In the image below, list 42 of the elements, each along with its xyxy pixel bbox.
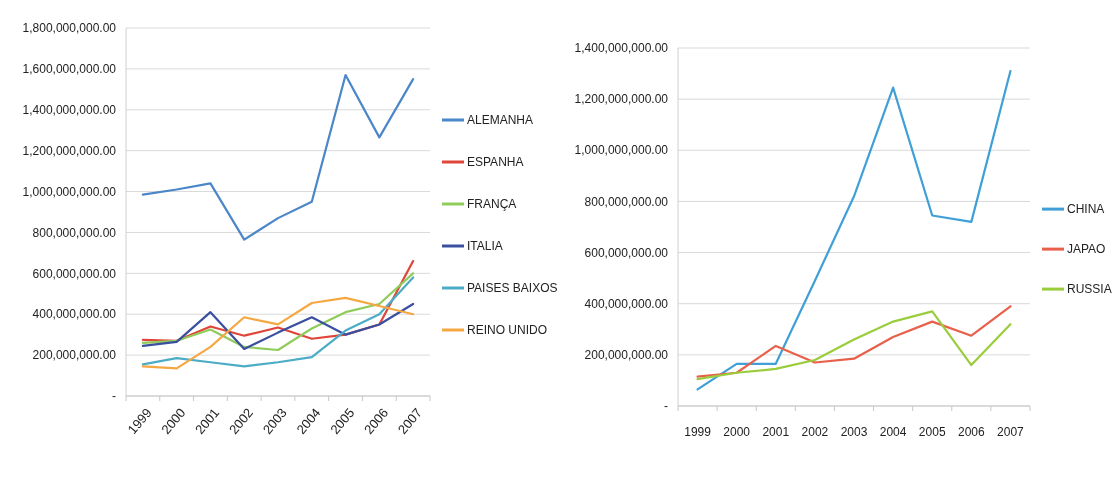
y-tick-label: - [112, 389, 116, 404]
x-tick-label: 2006 [957, 425, 985, 439]
line-series [141, 276, 415, 368]
line-series [141, 296, 415, 370]
line-series [141, 73, 415, 241]
legend-label: REINO UNIDO [467, 323, 548, 338]
y-tick-label: 800,000,000.00 [32, 225, 117, 240]
y-tick-label: 200,000,000.00 [584, 348, 669, 363]
x-tick-label: 2000 [723, 425, 751, 439]
x-tick-label: 2001 [762, 425, 790, 439]
y-tick-label: 400,000,000.00 [32, 307, 117, 322]
legend-label: ESPANHA [467, 155, 524, 170]
y-tick-label: 200,000,000.00 [32, 348, 117, 363]
y-tick-label: 1,600,000,000.00 [22, 62, 117, 77]
y-tick-label: 1,400,000,000.00 [22, 102, 117, 117]
legend-label: PAISES BAIXOS [467, 281, 558, 296]
legend-label: ALEMANHA [467, 113, 534, 128]
legend-label: CHINA [1067, 202, 1105, 217]
y-tick-label: 1,000,000,000.00 [574, 143, 669, 158]
legend-label: FRANÇA [467, 197, 517, 212]
line-series [696, 69, 1012, 391]
x-tick-label: 2005 [918, 425, 946, 439]
y-tick-label: 800,000,000.00 [584, 194, 669, 209]
legend-label: RUSSIA [1067, 282, 1112, 297]
x-tick-label: 1999 [684, 425, 712, 439]
y-tick-label: 400,000,000.00 [584, 296, 669, 311]
y-tick-label: 1,200,000,000.00 [574, 92, 669, 107]
y-tick-label: 1,400,000,000.00 [574, 41, 669, 56]
x-tick-label: 2002 [801, 425, 829, 439]
y-tick-label: 600,000,000.00 [32, 266, 117, 281]
y-tick-label: 1,000,000,000.00 [22, 184, 117, 199]
y-tick-label: 1,200,000,000.00 [22, 143, 117, 158]
line-series [141, 272, 415, 352]
legend-label: ITALIA [467, 239, 503, 254]
legend-label: JAPAO [1067, 242, 1106, 257]
x-tick-label: 2007 [997, 425, 1025, 439]
x-tick-label: 2004 [879, 425, 907, 439]
y-tick-label: 600,000,000.00 [584, 245, 669, 260]
y-tick-label: - [664, 399, 668, 414]
x-tick-label: 2003 [840, 425, 868, 439]
line-series [141, 302, 415, 351]
y-tick-label: 1,800,000,000.00 [22, 21, 117, 36]
